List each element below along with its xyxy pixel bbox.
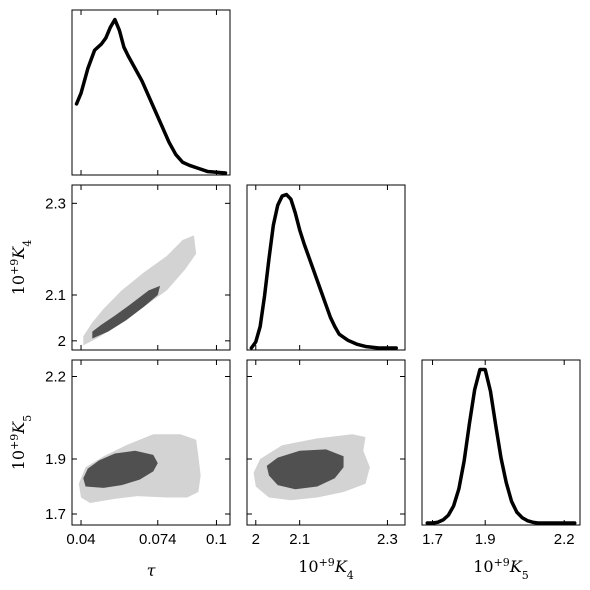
x-tick-label-K4: 2 [252, 531, 260, 548]
axis-label-tau: τ [147, 561, 157, 580]
y-tick-label-K5: 1.9 [45, 451, 66, 468]
contour-panel-tau-K5 [71, 359, 231, 526]
x-tick-label-tau: 0.074 [139, 531, 177, 548]
y-tick-label-K4: 2.3 [45, 195, 66, 212]
y-tick-label-K4: 2 [58, 333, 66, 350]
contour-panel-K4-K5 [246, 359, 406, 526]
contour-outer-tau-K4 [83, 235, 197, 346]
marginal-panel-K5 [421, 359, 581, 526]
axis-label-K4: 10+9K4 [298, 556, 354, 582]
marginal-curve-tau [74, 17, 228, 175]
x-tick-label-tau: 0.04 [66, 531, 95, 548]
marginal-curve-K5 [425, 367, 577, 525]
y-tick-label-K4: 2.1 [45, 287, 66, 304]
x-tick-label-K4: 2.1 [289, 531, 310, 548]
x-tick-label-K5: 1.9 [475, 531, 496, 548]
contour-panel-tau-K4 [71, 184, 231, 351]
marginal-panel-tau [71, 9, 231, 176]
x-tick-label-tau: 0.1 [206, 531, 227, 548]
x-tick-label-K4: 2.3 [377, 531, 398, 548]
contour-inner-tau-K5 [83, 450, 158, 488]
contour-inner-K4-K5 [266, 449, 344, 490]
x-tick-label-K5: 2.2 [554, 531, 575, 548]
x-tick-label-K5: 1.7 [422, 531, 443, 548]
contour-inner-tau-K4 [92, 285, 161, 339]
marginal-curve-K4 [249, 192, 398, 350]
y-tick-label-K5: 2.2 [45, 369, 66, 386]
y-tick-label-K5: 1.7 [45, 506, 66, 523]
marginal-panel-K4 [246, 184, 406, 351]
axis-label-K5: 10+9K5 [473, 556, 529, 582]
axis-label-K4: 10+9K4 [8, 240, 34, 296]
axis-label-K5: 10+9K5 [8, 415, 34, 471]
